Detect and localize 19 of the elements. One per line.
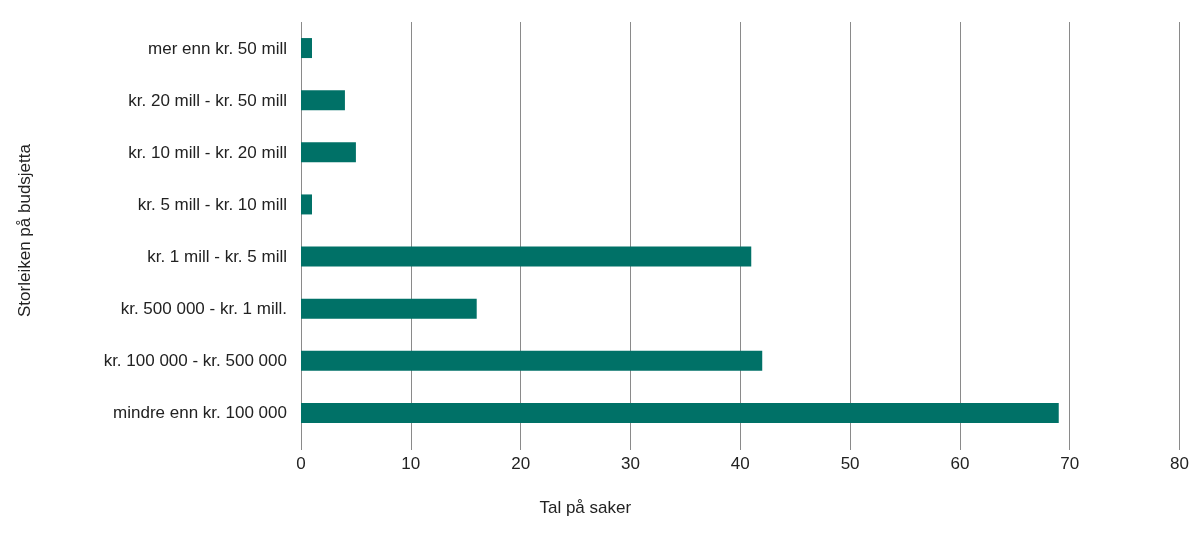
x-tick-label: 40	[730, 454, 750, 473]
x-tick-label: 20	[511, 454, 531, 473]
y-tick-label: kr. 100 000 - kr. 500 000	[103, 351, 287, 371]
y-axis-title: Storleiken på budsjetta	[15, 143, 34, 317]
x-tick-label: 30	[620, 454, 640, 473]
y-tick-label: kr. 10 mill - kr. 20 mill	[128, 142, 287, 162]
x-tick-label: 60	[950, 454, 970, 473]
y-tick-label: mer enn kr. 50 mill	[148, 38, 287, 58]
x-tick-label: 70	[1060, 454, 1080, 473]
x-tick-label: 0	[296, 454, 306, 473]
x-tick-label: 50	[840, 454, 860, 473]
y-tick-label: kr. 20 mill - kr. 50 mill	[128, 90, 287, 110]
x-tick-label: 80	[1170, 454, 1190, 473]
y-tick-label: mindre enn kr. 100 000	[113, 403, 287, 423]
y-tick-label: kr. 5 mill - kr. 10 mill	[137, 194, 287, 214]
x-axis-title: Tal på saker	[539, 498, 632, 517]
y-tick-label: kr. 500 000 - kr. 1 mill.	[120, 299, 287, 319]
y-tick-label: kr. 1 mill - kr. 5 mill	[147, 247, 287, 267]
x-tick-label: 10	[401, 454, 421, 473]
